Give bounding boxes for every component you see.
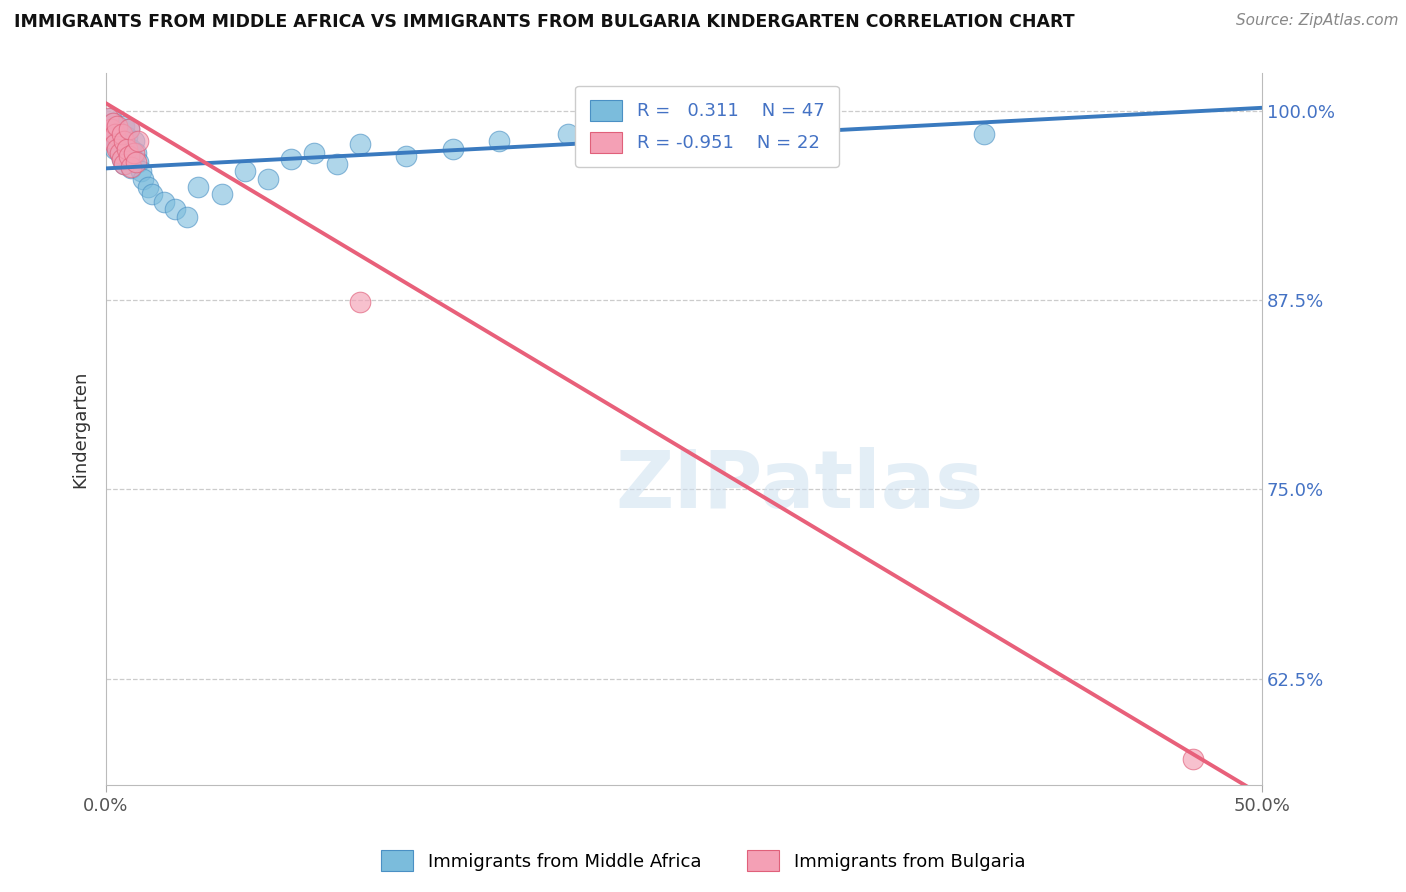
Point	[120, 142, 142, 156]
Point	[125, 155, 148, 169]
Point	[104, 142, 127, 156]
Point	[152, 194, 174, 209]
Point	[100, 131, 122, 145]
Point	[111, 153, 134, 167]
Point	[176, 210, 198, 224]
Point	[280, 153, 302, 167]
Point	[100, 112, 122, 126]
Point	[115, 142, 138, 156]
Point	[107, 137, 129, 152]
Point	[718, 131, 741, 145]
Point	[108, 127, 131, 141]
Point	[112, 119, 135, 133]
Point	[326, 157, 349, 171]
Point	[125, 146, 148, 161]
Point	[120, 160, 142, 174]
Point	[101, 116, 124, 130]
Point	[136, 179, 159, 194]
Point	[187, 179, 209, 194]
Point	[122, 134, 145, 148]
Point	[107, 142, 129, 156]
Text: IMMIGRANTS FROM MIDDLE AFRICA VS IMMIGRANTS FROM BULGARIA KINDERGARTEN CORRELATI: IMMIGRANTS FROM MIDDLE AFRICA VS IMMIGRA…	[14, 13, 1074, 31]
Text: ZIPatlas: ZIPatlas	[616, 447, 984, 524]
Point	[120, 161, 142, 176]
Point	[104, 127, 127, 141]
Point	[118, 149, 141, 163]
Point	[115, 142, 138, 156]
Point	[973, 127, 995, 141]
Point	[118, 122, 141, 136]
Point	[112, 134, 135, 148]
Point	[112, 157, 135, 171]
Point	[1181, 752, 1204, 766]
Point	[104, 122, 127, 136]
Point	[112, 157, 135, 171]
Point	[111, 136, 134, 150]
Point	[557, 127, 579, 141]
Point	[127, 134, 149, 148]
Point	[811, 137, 834, 152]
Point	[256, 172, 278, 186]
Point	[104, 137, 127, 152]
Point	[101, 134, 124, 148]
Point	[127, 155, 149, 169]
Point	[129, 164, 152, 178]
Point	[108, 146, 131, 161]
Y-axis label: Kindergarten: Kindergarten	[72, 370, 89, 488]
Point	[100, 122, 122, 136]
Point	[349, 294, 371, 309]
Point	[627, 122, 650, 136]
Point	[302, 146, 325, 161]
Point	[97, 112, 120, 126]
Point	[441, 142, 464, 156]
Point	[107, 119, 129, 133]
Point	[122, 146, 145, 161]
Point	[488, 134, 510, 148]
Point	[132, 172, 155, 186]
Point	[108, 146, 131, 161]
Point	[118, 122, 141, 136]
Point	[211, 187, 233, 202]
Point	[115, 129, 138, 144]
Text: Source: ZipAtlas.com: Source: ZipAtlas.com	[1236, 13, 1399, 29]
Legend: R =   0.311    N = 47, R = -0.951    N = 22: R = 0.311 N = 47, R = -0.951 N = 22	[575, 86, 839, 167]
Point	[395, 149, 418, 163]
Point	[107, 131, 129, 145]
Point	[111, 127, 134, 141]
Point	[111, 153, 134, 167]
Point	[233, 164, 256, 178]
Point	[349, 137, 371, 152]
Point	[165, 202, 187, 217]
Point	[141, 187, 163, 202]
Point	[97, 119, 120, 133]
Point	[101, 116, 124, 130]
Point	[100, 127, 122, 141]
Legend: Immigrants from Middle Africa, Immigrants from Bulgaria: Immigrants from Middle Africa, Immigrant…	[374, 843, 1032, 879]
Point	[118, 149, 141, 163]
